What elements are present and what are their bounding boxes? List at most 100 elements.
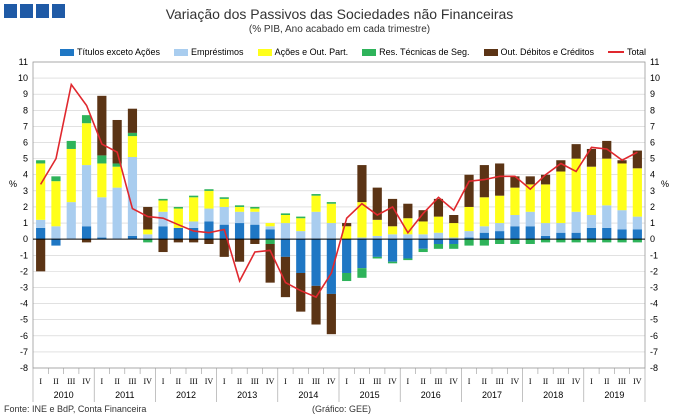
legend-label: Títulos exceto Ações [77,47,161,57]
x-tick-label: II [604,377,610,386]
bar-segment [571,239,581,243]
y-tick-label-left: 1 [23,218,28,228]
bar-segment [418,239,428,249]
year-label: 2018 [543,390,563,400]
logo-block [36,4,49,18]
bar-segment [525,239,535,244]
bar-segment [250,206,260,209]
bar-segment [510,226,520,240]
x-tick-label: II [482,377,488,386]
bar-segment [127,132,138,137]
bar-segment [204,221,214,240]
bar-segment [189,239,199,243]
x-tick-label: IV [633,377,642,386]
bar-segment [403,203,413,219]
bar-segment [143,234,153,240]
year-label: 2019 [604,390,624,400]
bar-segment [127,235,138,240]
bar-segment [510,187,520,215]
bar-segment [280,215,291,224]
bar-segment [387,226,398,235]
y-tick-label-right: 2 [650,202,655,212]
bar-segment [234,223,245,240]
source-note: Fonte: INE e BdP, Conta Financeira [4,404,147,414]
y-axis-label-left: % [9,179,17,189]
bar-segment [36,227,46,240]
bar-segment [479,239,489,246]
x-tick-label: II [420,377,426,386]
bar-segment [602,239,612,243]
legend-item: Ações e Out. Part. [257,47,349,57]
year-label: 2012 [176,390,196,400]
bar-segment [525,226,535,240]
bar-segment [571,144,581,159]
bar-segment [97,95,107,156]
bar-segment [372,219,382,236]
bar-segment [602,205,612,228]
bar-segment [449,239,459,244]
y-tick-label-left: 10 [18,73,28,83]
bar-segment [158,198,168,201]
y-tick-label-right: 0 [650,234,655,244]
y-tick-label-right: 6 [650,138,655,148]
bar-segment [219,198,229,207]
bar-segment [234,239,245,262]
y-tick-label-right: 7 [650,121,655,131]
bar-segment [173,206,183,209]
bar-segment [143,206,153,230]
x-tick-label: IV [266,377,275,386]
year-label: 2016 [421,390,441,400]
bar-segment [433,216,444,233]
bar-segment [234,211,245,224]
y-tick-label-left: 3 [23,186,28,196]
legend-swatch [362,48,377,56]
bar-segment [556,239,566,243]
x-tick-label: II [543,377,549,386]
bar-segment [632,216,642,230]
chart-legend: Títulos exceto Ações Empréstimos Ações e O… [60,47,659,57]
bar-segment [342,223,352,227]
bar-segment [495,163,505,196]
year-label: 2010 [54,390,74,400]
bar-segment [51,176,61,182]
bar-segment [296,216,306,219]
bar-segment [311,194,321,196]
bar-segment [403,234,413,240]
y-tick-label-left: -2 [20,266,28,276]
bar-segment [97,197,107,238]
bar-segment [632,168,642,217]
legend-swatch [174,48,189,56]
legend-label: Ações e Out. Part. [274,47,349,57]
x-tick-label: I [529,377,532,386]
x-tick-label: IV [511,377,520,386]
bar-segment [326,223,336,240]
bar-segment [127,108,138,133]
x-tick-label: III [373,377,381,386]
bar-segment [326,202,336,204]
bar-segment [326,203,336,224]
bar-segment [36,163,46,220]
bar-segment [296,231,306,240]
bar-segment [556,232,566,240]
bar-segment [97,155,107,164]
bar-segment [571,211,581,233]
bar-segment [280,239,291,257]
legend-item: Empréstimos [174,47,244,57]
bar-segment [189,197,199,222]
year-label: 2015 [360,390,380,400]
x-tick-label: III [434,377,442,386]
bar-segment [36,219,46,228]
x-tick-label: IV [450,377,459,386]
bar-segment [51,226,61,240]
bar-segment [234,206,245,212]
bar-segment [112,119,122,164]
bar-segment [81,165,92,227]
bar-segment [586,227,597,240]
bar-segment [296,239,306,273]
bar-segment [81,226,92,240]
total-line [39,82,638,299]
bar-segment [464,206,474,232]
bar-segment [525,176,535,185]
bar-segment [112,163,122,167]
